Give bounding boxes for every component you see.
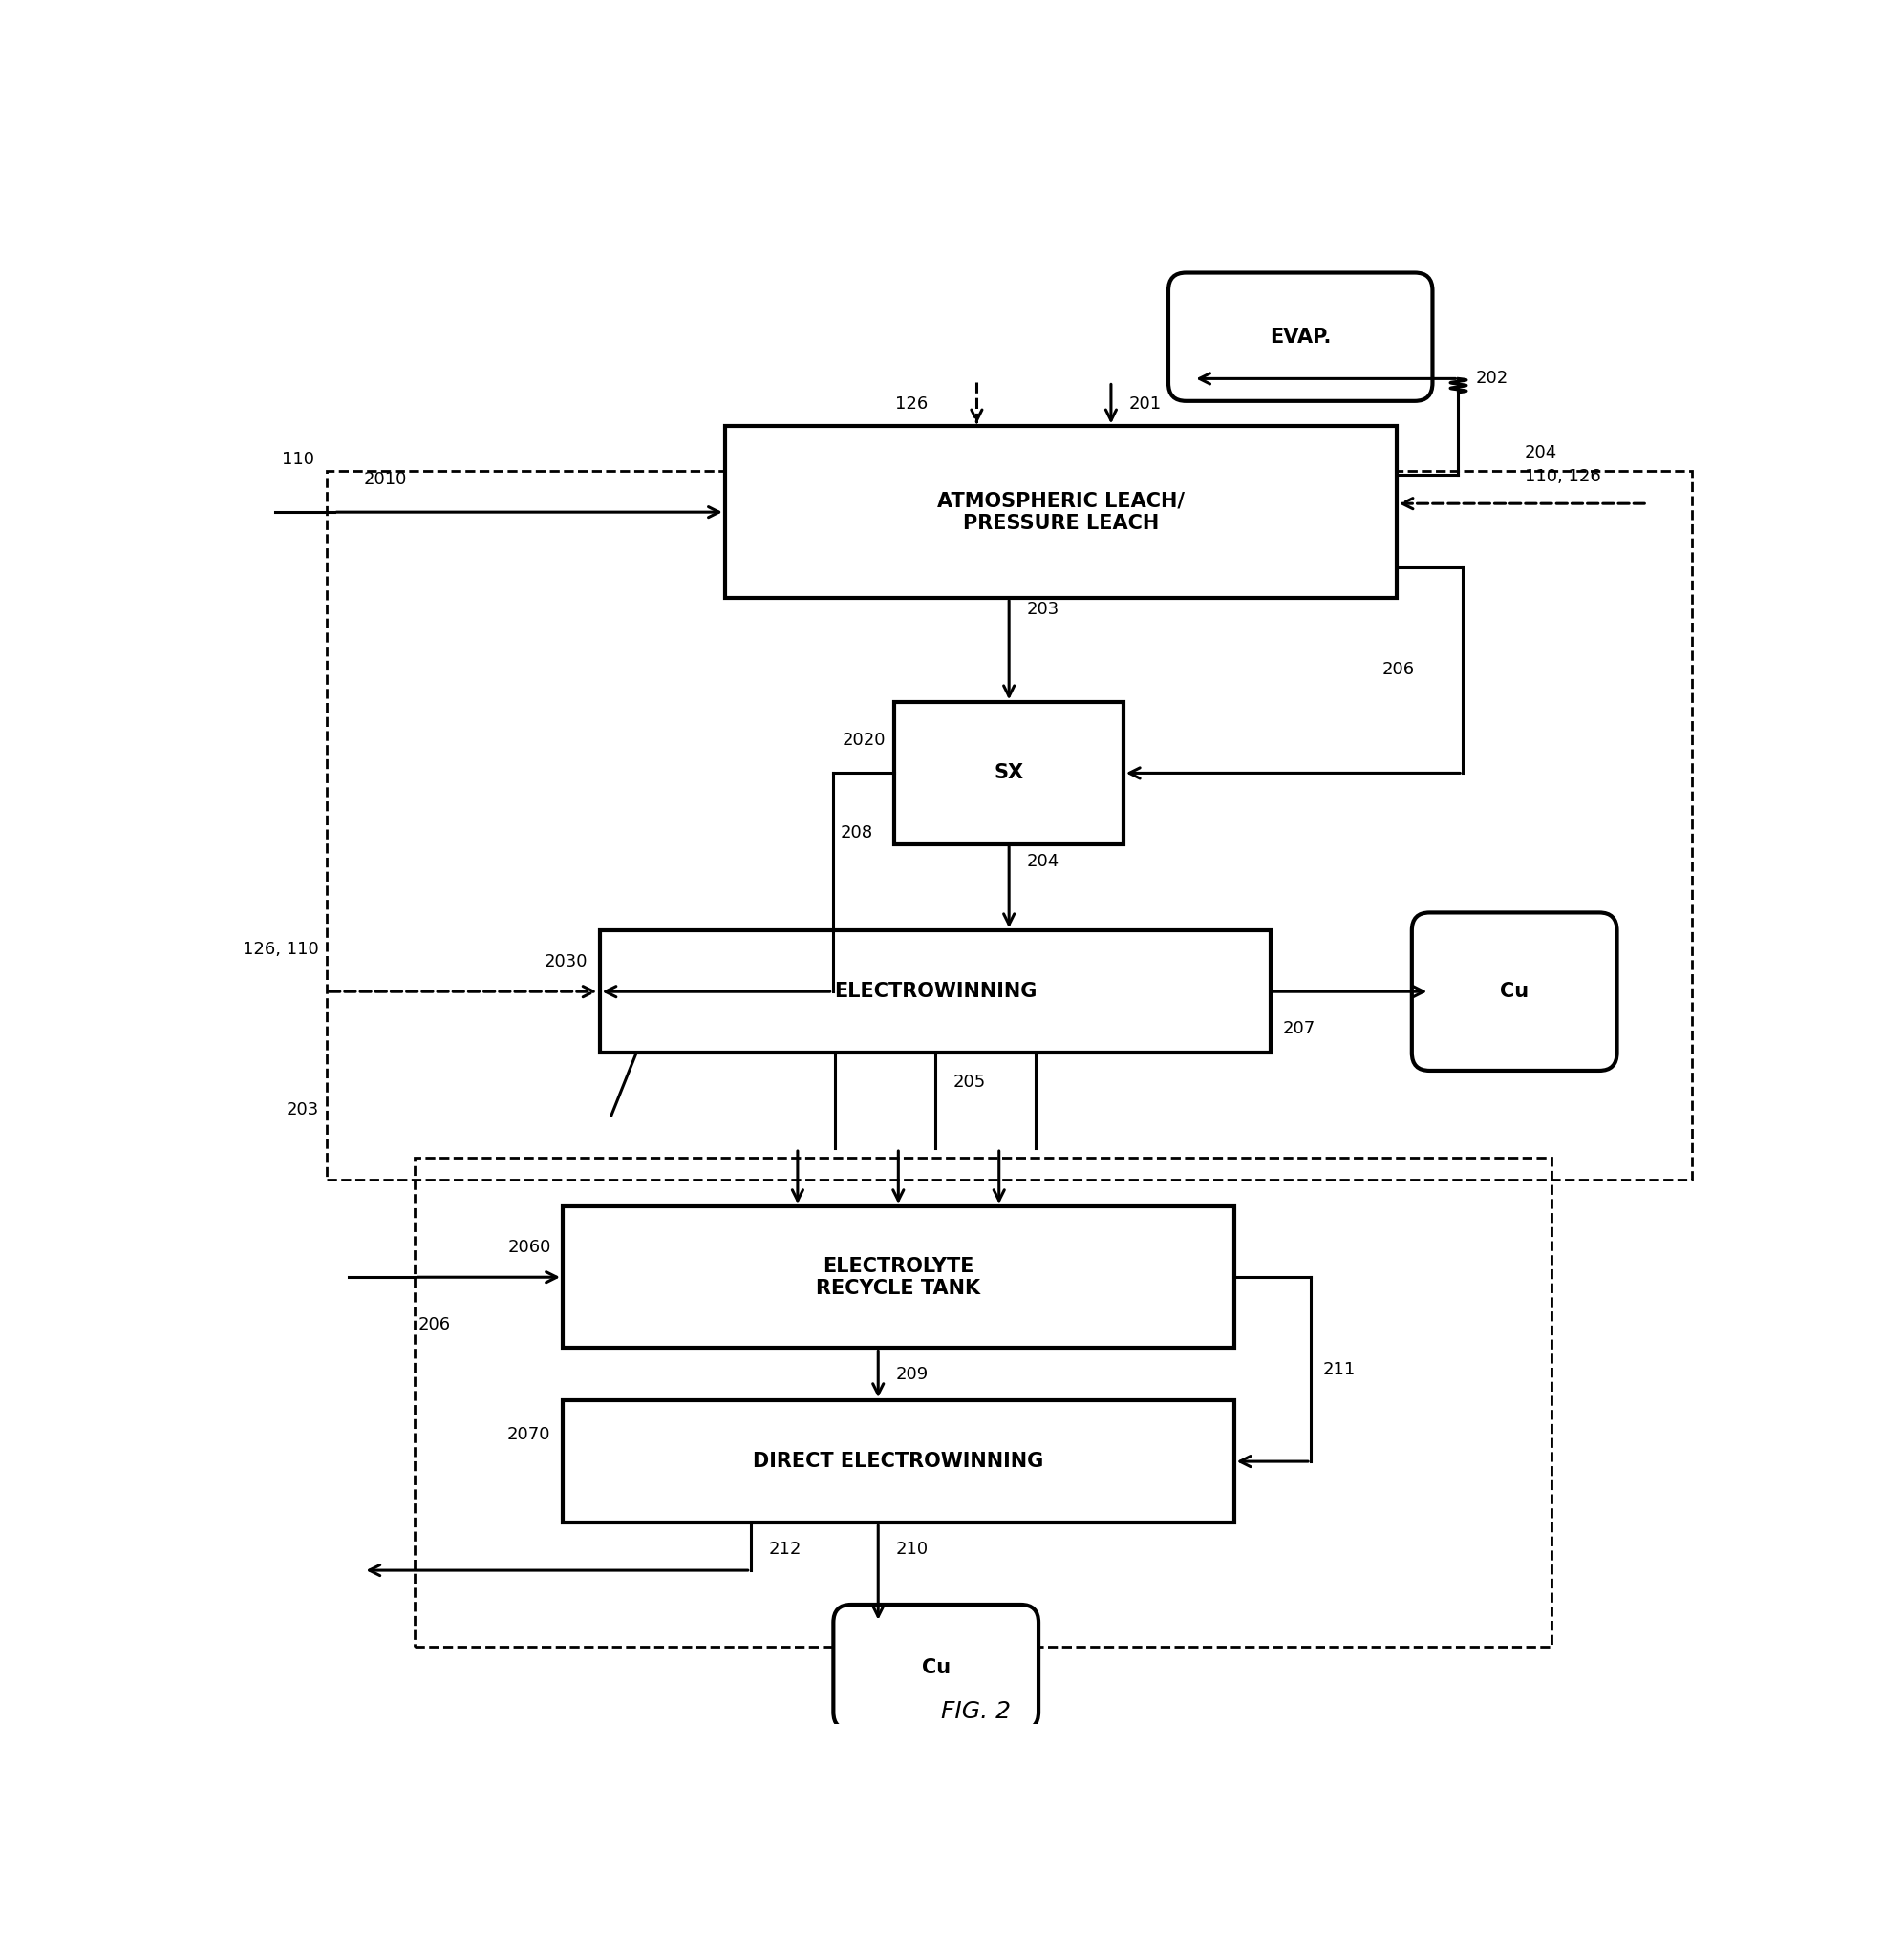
Text: 206: 206 [419,1317,451,1333]
Text: 2020: 2020 [842,732,885,750]
Text: ELECTROLYTE
RECYCLE TANK: ELECTROLYTE RECYCLE TANK [817,1257,981,1298]
Text: ELECTROWINNING: ELECTROWINNING [834,982,1036,1001]
Text: 207: 207 [1283,1021,1316,1038]
Text: 204: 204 [1525,446,1557,461]
Text: ATMOSPHERIC LEACH/
PRESSURE LEACH: ATMOSPHERIC LEACH/ PRESSURE LEACH [937,492,1184,533]
Text: Cu: Cu [1500,982,1529,1001]
Text: 110: 110 [282,451,314,469]
Bar [600,930,1270,1052]
Text: 2070: 2070 [506,1426,550,1443]
Text: 209: 209 [897,1366,929,1383]
FancyBboxPatch shape [834,1604,1038,1730]
Bar [327,471,1691,1180]
Bar [725,426,1396,599]
Text: SX: SX [994,763,1024,783]
Text: EVAP.: EVAP. [1270,327,1331,347]
Text: 2030: 2030 [545,953,588,970]
Text: 208: 208 [840,823,872,841]
Text: 206: 206 [1382,661,1415,678]
Text: 202: 202 [1476,370,1508,387]
Text: DIRECT ELECTROWINNING: DIRECT ELECTROWINNING [752,1453,1043,1470]
Bar [415,1156,1552,1646]
Text: 2060: 2060 [508,1240,550,1255]
FancyBboxPatch shape [1413,912,1616,1071]
FancyBboxPatch shape [1169,273,1432,401]
Text: 212: 212 [769,1540,802,1557]
Text: 2010: 2010 [364,471,407,488]
Text: Cu: Cu [922,1658,950,1677]
Bar [895,703,1123,845]
Text: 201: 201 [1129,395,1161,413]
Text: FIG. 2: FIG. 2 [941,1701,1011,1724]
Text: 210: 210 [897,1540,929,1557]
Text: 203: 203 [1026,600,1059,618]
Bar [564,1207,1234,1348]
Text: 211: 211 [1323,1360,1356,1377]
Text: 203: 203 [286,1100,320,1118]
Text: 205: 205 [952,1073,986,1091]
Text: 204: 204 [1026,854,1059,870]
Text: 110, 126: 110, 126 [1525,469,1601,486]
Text: 126: 126 [895,395,929,413]
Text: 126, 110: 126, 110 [244,941,320,959]
Bar [564,1400,1234,1522]
